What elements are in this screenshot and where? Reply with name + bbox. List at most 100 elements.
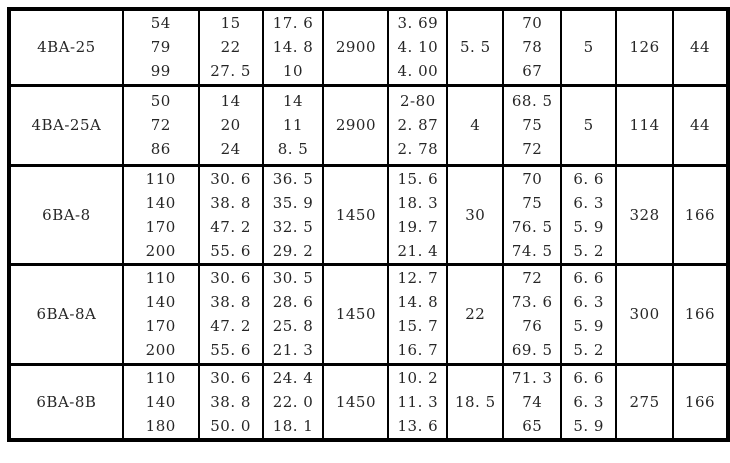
cell-line: 24: [220, 140, 241, 158]
cell-line: 2-80: [400, 92, 436, 110]
data-cell: 1450: [322, 262, 390, 366]
cell-line: 15. 6: [397, 169, 439, 188]
cell-line: 14: [220, 92, 241, 110]
cell-line: 44: [689, 116, 711, 134]
data-cell: 44: [672, 83, 729, 167]
cell-line: 86: [150, 140, 171, 158]
cell-line: 2900: [335, 38, 377, 57]
data-cell: 5. 5: [446, 7, 505, 87]
cell-line: 21. 3: [272, 341, 314, 359]
cell-line: 32. 5: [272, 217, 314, 236]
data-cell: 30. 6 38. 8 50. 0: [197, 362, 264, 441]
cell-line: 18. 5: [454, 392, 496, 411]
model-cell: 4BA-25A: [8, 83, 124, 167]
cell-line: 200: [145, 341, 176, 359]
data-cell: 30. 5 28. 6 25. 8 21. 3: [261, 262, 325, 366]
cell-line: 110: [145, 269, 176, 287]
cell-line: 180: [145, 416, 176, 435]
data-cell: 30. 6 38. 8 47. 2 55. 6: [197, 163, 264, 266]
cell-line: 15: [220, 14, 241, 33]
cell-line: 5: [583, 38, 594, 57]
data-cell: 12. 7 14. 8 15. 7 16. 7: [387, 262, 449, 366]
data-cell: 3. 69 4. 10 4. 00: [387, 7, 449, 87]
cell-line: 55. 6: [210, 341, 251, 359]
cell-line: 20: [220, 116, 241, 134]
cell-line: 30. 6: [210, 169, 251, 188]
cell-line: 70: [522, 14, 543, 33]
cell-line: 6. 6: [573, 269, 604, 287]
cell-line: 38. 8: [210, 392, 251, 411]
data-cell: 10. 2 11. 3 13. 6: [387, 362, 449, 441]
table-row: 6BA-8B 110 140 180 30. 6 38. 8 50. 0 24. 4 22. 0…: [8, 362, 729, 441]
cell-line: 72: [522, 140, 543, 158]
cell-line: 2. 87: [397, 116, 439, 134]
data-cell: 110 140 180: [121, 362, 200, 441]
data-cell: 300: [615, 262, 674, 366]
cell-line: 6BA-8A: [36, 305, 97, 323]
data-cell: 126: [615, 7, 674, 87]
data-cell: 166: [672, 362, 729, 441]
cell-line: 5. 9: [573, 217, 604, 236]
cell-line: 47. 2: [210, 317, 251, 335]
cell-line: 22: [465, 305, 486, 323]
data-cell: 14 20 24: [197, 83, 264, 167]
cell-line: 140: [145, 392, 176, 411]
cell-line: 6. 3: [573, 392, 604, 411]
cell-line: 11: [282, 116, 304, 134]
data-cell: 6. 6 6. 3 5. 9: [560, 362, 618, 441]
cell-line: 50: [150, 92, 171, 110]
cell-line: 54: [150, 14, 171, 33]
model-cell: 6BA-8: [8, 163, 124, 266]
cell-line: 14: [282, 92, 304, 110]
data-cell: 15 22 27. 5: [197, 7, 264, 87]
cell-line: 4BA-25A: [31, 116, 102, 134]
cell-line: 6BA-8: [42, 205, 91, 224]
data-cell: 18. 5: [446, 362, 505, 441]
cell-line: 22. 0: [272, 392, 314, 411]
table-row: 4BA-25A 50 72 86 14 20 24 14 11 8. 5 2900 2-80 2. 87…: [8, 83, 729, 167]
cell-line: 50. 0: [210, 416, 251, 435]
cell-line: 25. 8: [272, 317, 314, 335]
data-cell: 110 140 170 200: [121, 163, 200, 266]
cell-line: 5. 2: [573, 341, 604, 359]
cell-line: 15. 7: [397, 317, 439, 335]
cell-line: 6. 6: [573, 368, 604, 387]
cell-line: 5. 9: [573, 317, 604, 335]
cell-line: 36. 5: [272, 169, 314, 188]
model-cell: 6BA-8A: [8, 262, 124, 366]
data-cell: 15. 6 18. 3 19. 7 21. 4: [387, 163, 449, 266]
data-cell: 6. 6 6. 3 5. 9 5. 2: [560, 262, 618, 366]
cell-line: 76. 5: [511, 217, 553, 236]
cell-line: 30. 6: [210, 269, 251, 287]
cell-line: 140: [145, 293, 176, 311]
cell-line: 73. 6: [511, 293, 553, 311]
cell-line: 67: [522, 62, 543, 81]
cell-line: 8. 5: [277, 140, 309, 158]
data-cell: 5: [560, 83, 618, 167]
cell-line: 30. 5: [272, 269, 314, 287]
cell-line: 126: [629, 38, 660, 57]
data-cell: 5: [560, 7, 618, 87]
data-cell: 2900: [322, 7, 390, 87]
cell-line: 4BA-25: [37, 38, 96, 57]
cell-line: 166: [684, 305, 716, 323]
cell-line: 11. 3: [397, 392, 439, 411]
cell-line: 38. 8: [210, 293, 251, 311]
data-cell: 1450: [322, 163, 390, 266]
data-cell: 1450: [322, 362, 390, 441]
cell-line: 35. 9: [272, 193, 314, 212]
cell-line: 2900: [335, 116, 377, 134]
cell-line: 18. 3: [397, 193, 439, 212]
data-cell: 44: [672, 7, 729, 87]
cell-line: 170: [145, 317, 176, 335]
data-cell: 70 75 76. 5 74. 5: [502, 163, 563, 266]
data-cell: 110 140 170 200: [121, 262, 200, 366]
cell-line: 65: [522, 416, 543, 435]
data-cell: 275: [615, 362, 674, 441]
data-cell: 6. 6 6. 3 5. 9 5. 2: [560, 163, 618, 266]
cell-line: 30. 6: [210, 368, 251, 387]
cell-line: 17. 6: [272, 14, 314, 33]
cell-line: 74. 5: [511, 241, 553, 260]
data-cell: 71. 3 74 65: [502, 362, 563, 441]
